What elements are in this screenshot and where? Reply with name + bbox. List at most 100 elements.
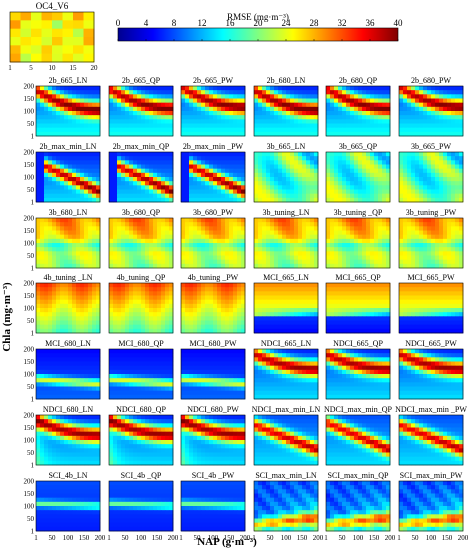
heatmap-cell <box>431 287 435 292</box>
heatmap-cell <box>346 185 350 190</box>
heatmap-cell <box>346 235 350 240</box>
heatmap-cell <box>378 152 382 157</box>
heatmap-cell <box>133 124 137 129</box>
heatmap-cell <box>435 111 439 116</box>
heatmap-cell <box>326 169 330 174</box>
heatmap-cell <box>72 366 76 371</box>
heatmap-cell <box>286 287 290 292</box>
heatmap-cell <box>125 124 129 129</box>
heatmap-cell <box>88 357 92 362</box>
heatmap-cell <box>68 169 72 174</box>
heatmap-cell <box>153 235 157 240</box>
heatmap-cell <box>330 226 334 231</box>
heatmap-cell <box>201 222 205 227</box>
heatmap-cell <box>205 300 209 305</box>
heatmap-cell <box>451 107 455 112</box>
heatmap-cell <box>117 181 121 186</box>
heatmap-cell <box>415 316 419 321</box>
heatmap-cell <box>165 185 169 190</box>
heatmap-cell <box>48 165 52 170</box>
heatmap-cell <box>181 226 185 231</box>
heatmap-cell <box>447 115 451 120</box>
heatmap-cell <box>225 296 229 301</box>
heatmap-cell <box>366 111 370 116</box>
heatmap-cell <box>262 260 266 265</box>
heatmap-cell <box>338 226 342 231</box>
heatmap-cell <box>201 251 205 256</box>
heatmap-cell <box>415 222 419 227</box>
heatmap-cell <box>330 256 334 261</box>
heatmap-cell <box>370 111 374 116</box>
heatmap-cell <box>84 152 88 157</box>
heatmap-cell <box>306 194 310 199</box>
heatmap-cell <box>431 194 435 199</box>
heatmap-cell <box>125 256 129 261</box>
heatmap-cell <box>382 103 386 108</box>
heatmap-cell <box>113 235 117 240</box>
heatmap-cell <box>258 177 262 182</box>
heatmap-cell <box>306 165 310 170</box>
heatmap-cell <box>334 300 338 305</box>
colorbar-tick-label: 40 <box>394 18 404 28</box>
heatmap-cell <box>330 231 334 236</box>
heatmap-cell <box>342 152 346 157</box>
heatmap-cell <box>197 308 201 313</box>
heatmap-cell <box>181 103 185 108</box>
heatmap-cell <box>399 300 403 305</box>
heatmap-cell <box>290 300 294 305</box>
heatmap-cell <box>80 308 84 313</box>
heatmap-cell <box>427 165 431 170</box>
heatmap-cell <box>403 107 407 112</box>
heatmap-cell <box>455 194 459 199</box>
heatmap-cell <box>403 316 407 321</box>
heatmap-cell <box>451 260 455 265</box>
heatmap-cell <box>153 103 157 108</box>
heatmap-cell <box>36 283 40 288</box>
heatmap-cell <box>294 107 298 112</box>
heatmap-cell <box>193 321 197 326</box>
heatmap-cell <box>274 107 278 112</box>
heatmap-cell <box>113 316 117 321</box>
heatmap-cell <box>419 94 423 99</box>
heatmap-cell <box>302 235 306 240</box>
heatmap-cell <box>137 185 141 190</box>
heatmap-cell <box>201 260 205 265</box>
heatmap-cell <box>455 160 459 165</box>
heatmap-cell <box>40 382 44 387</box>
heatmap-cell <box>80 156 84 161</box>
heatmap-cell <box>213 325 217 330</box>
panel-title: 2b_665_PW <box>193 76 233 85</box>
heatmap-cell <box>68 312 72 317</box>
heatmap-cell <box>145 296 149 301</box>
heatmap-cell <box>121 111 125 116</box>
heatmap-cell <box>310 107 314 112</box>
heatmap-cell <box>294 90 298 95</box>
heatmap-cell <box>129 103 133 108</box>
heatmap-cell <box>378 304 382 309</box>
heatmap-cell <box>149 115 153 120</box>
heatmap-cell <box>258 239 262 244</box>
y-tick-label: 1 <box>31 396 35 404</box>
heatmap-cell <box>60 90 64 95</box>
heatmap-cell <box>258 107 262 112</box>
heatmap-cell <box>185 296 189 301</box>
heatmap-cell <box>374 99 378 104</box>
heatmap-cell <box>274 169 278 174</box>
heatmap-cell <box>334 90 338 95</box>
heatmap-cell <box>213 296 217 301</box>
heatmap-cell <box>310 185 314 190</box>
heatmap-cell <box>362 90 366 95</box>
heatmap-cell <box>382 156 386 161</box>
heatmap-cell <box>262 247 266 252</box>
heatmap-cell <box>40 291 44 296</box>
heatmap-cell <box>153 260 157 265</box>
heatmap-cell <box>80 115 84 120</box>
heatmap-cell <box>56 391 60 396</box>
heatmap-cell <box>80 173 84 178</box>
heatmap-cell <box>282 251 286 256</box>
heatmap-cell <box>407 156 411 161</box>
heatmap-cell <box>423 316 427 321</box>
heatmap-cell <box>189 124 193 129</box>
heatmap-cell <box>354 231 358 236</box>
heatmap-cell <box>76 378 80 383</box>
